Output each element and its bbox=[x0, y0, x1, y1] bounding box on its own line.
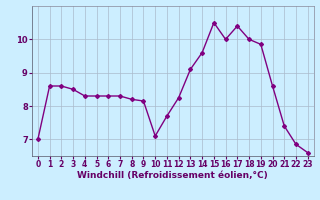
X-axis label: Windchill (Refroidissement éolien,°C): Windchill (Refroidissement éolien,°C) bbox=[77, 171, 268, 180]
